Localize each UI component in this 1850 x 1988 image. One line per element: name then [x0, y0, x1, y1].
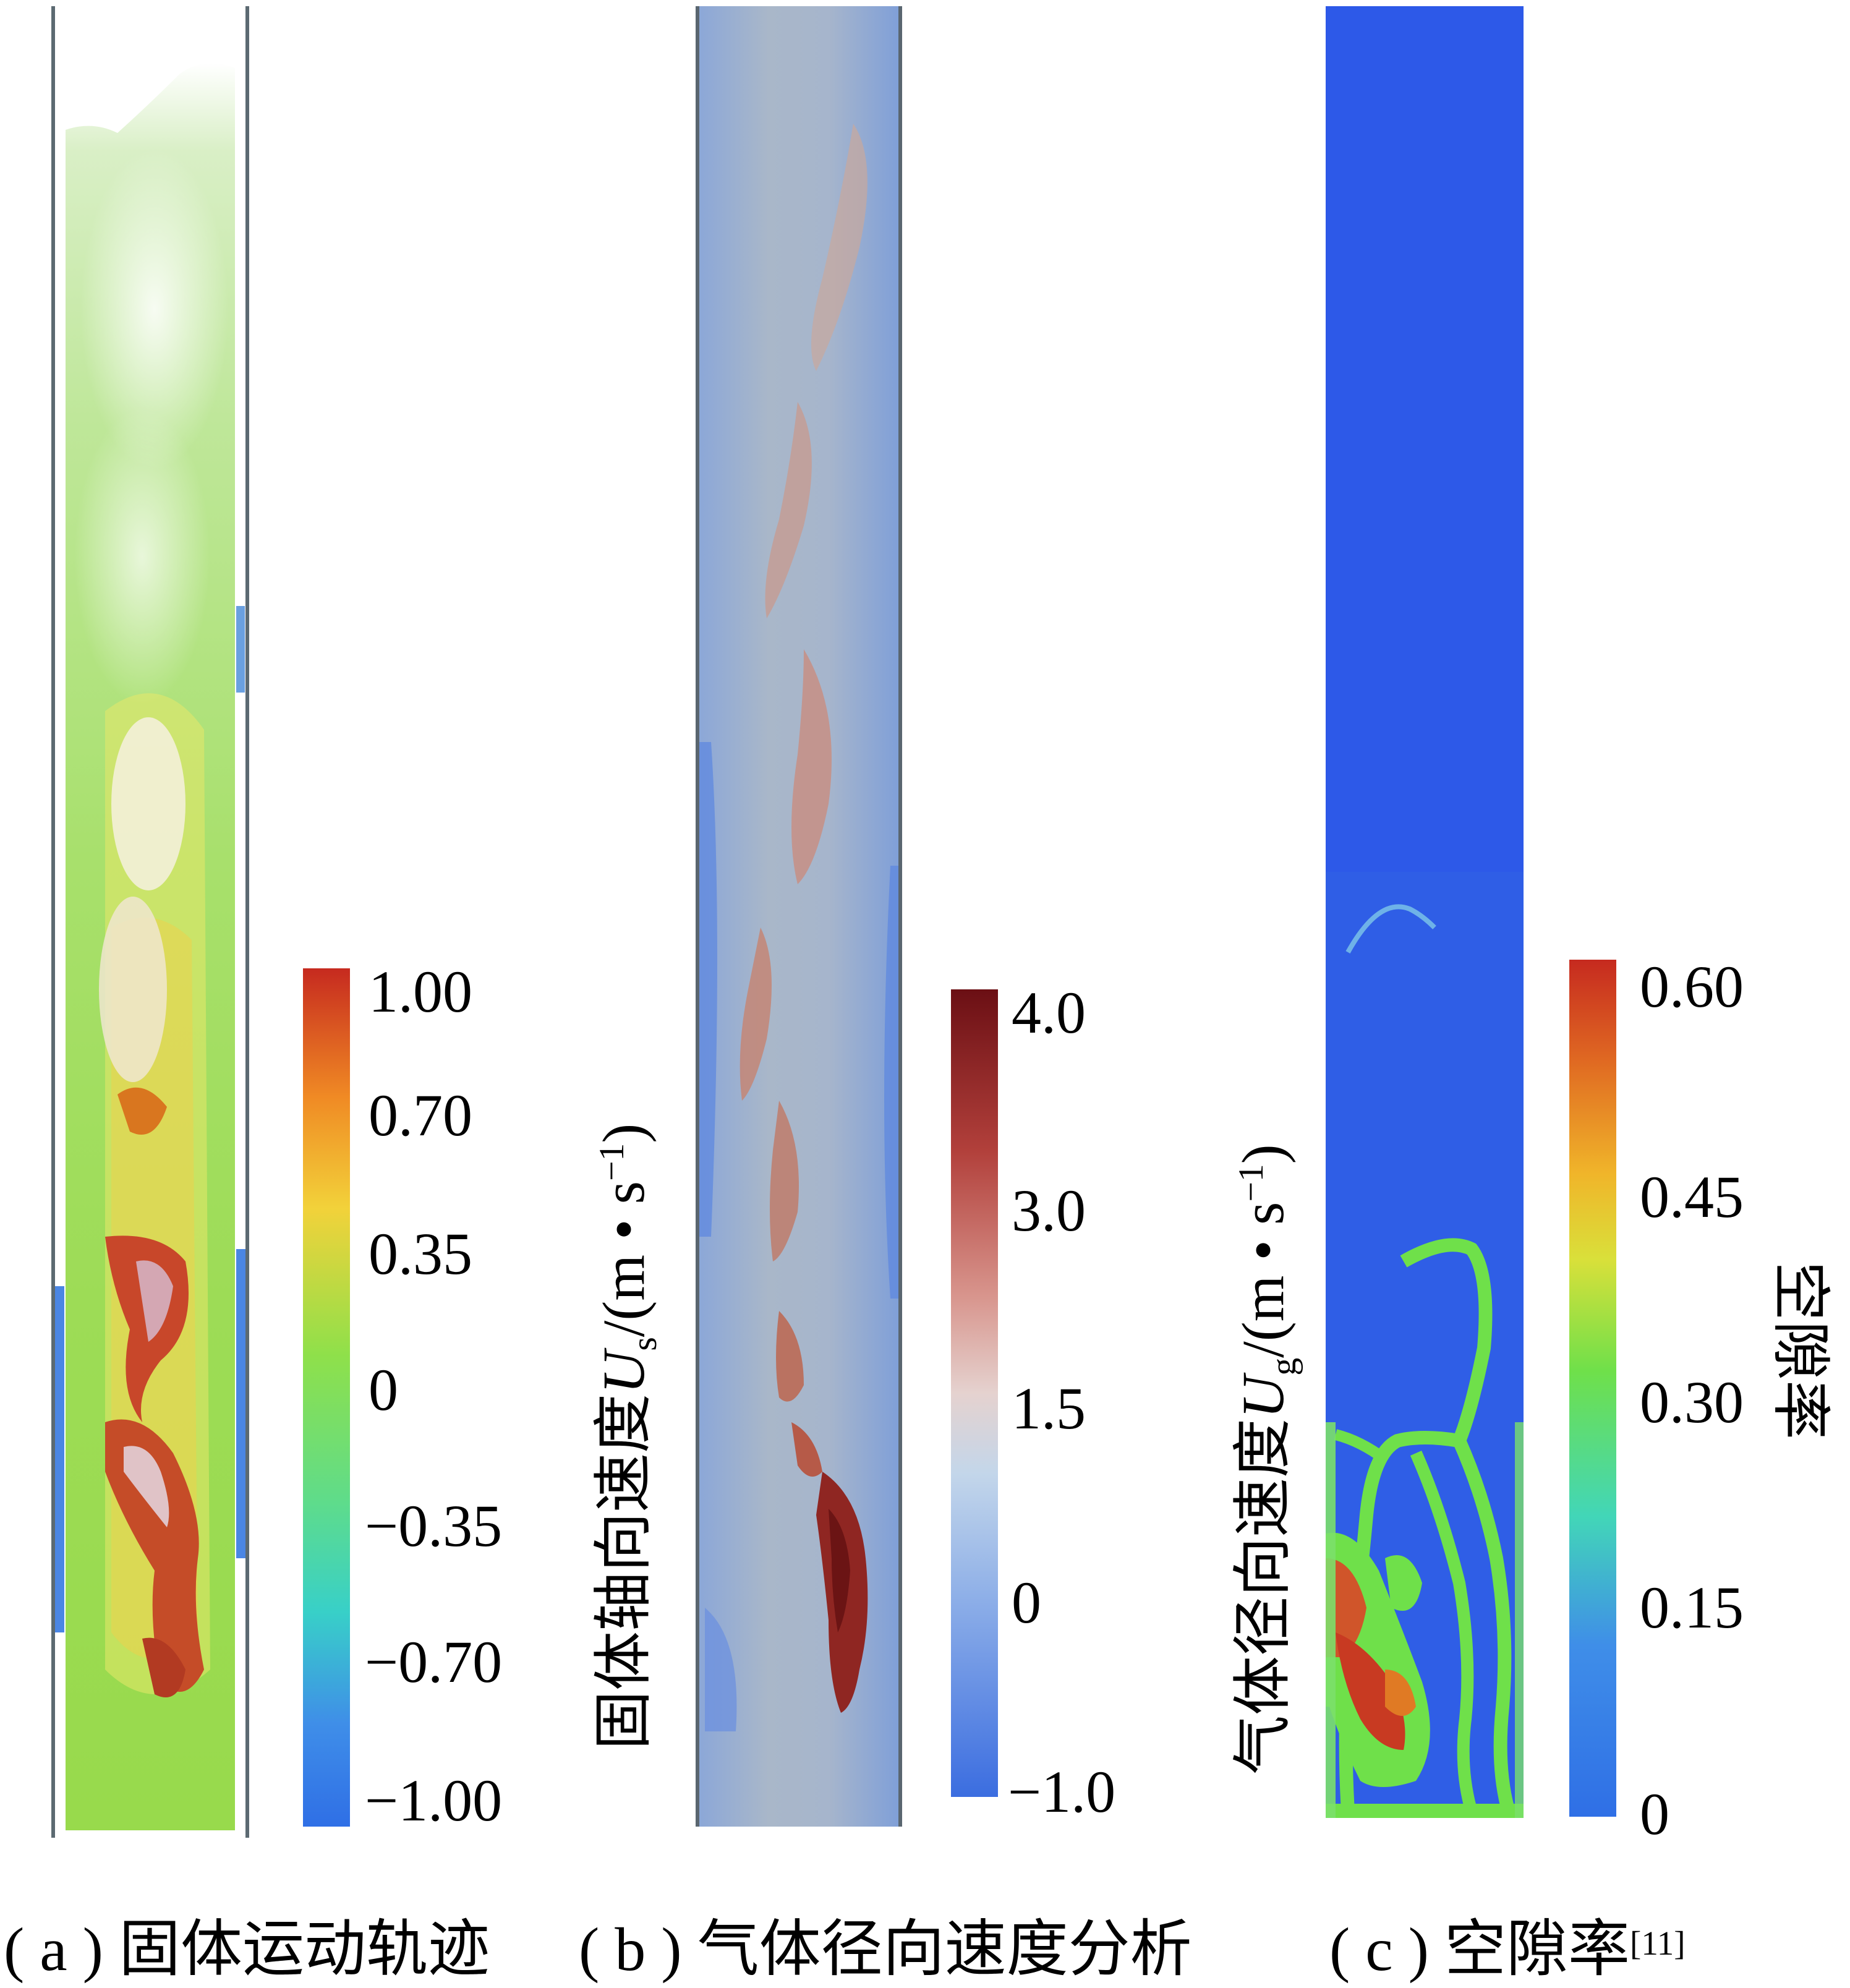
panel-a-tick: 0.35	[369, 1221, 472, 1287]
panel-a-contour	[51, 6, 249, 1838]
panel-c-tick: 0.45	[1640, 1164, 1744, 1230]
panel-a-tick: −1.00	[365, 1767, 503, 1833]
panel-c-caption-text: ( c ) 空隙率	[1329, 1915, 1630, 1984]
panel-b-tick: 3.0	[1012, 1177, 1086, 1244]
panel-c-caption-ref: [11]	[1630, 1924, 1686, 1962]
panel-a-caption: ( a ) 固体运动轨迹	[4, 1915, 490, 1984]
panel-b-colorbar	[951, 989, 998, 1797]
panel-c-tick: 0.60	[1640, 953, 1744, 1020]
panel-b-tick: 1.5	[1012, 1375, 1086, 1441]
panel-b-colorbar-title: 气体径向速度Ug/(m • s−1)	[1230, 1144, 1304, 1775]
panel-b-contour	[696, 6, 902, 1827]
panel-a-tick: −0.35	[365, 1493, 503, 1559]
panel-c-colorbar-title: 空隙率	[1767, 1261, 1833, 1440]
panel-c-contour	[1326, 6, 1524, 1818]
panel-c-tick: 0.30	[1640, 1369, 1744, 1435]
panel-a-colorbar-title: 固体轴向速度Us/(m • s−1)	[590, 1123, 665, 1750]
panel-c-tick: 0	[1640, 1781, 1669, 1847]
panel-a-tick: −0.70	[365, 1629, 503, 1695]
panel-b-caption: ( b ) 气体径向速度分析	[579, 1915, 1192, 1984]
panel-a-tick: 0.70	[369, 1082, 472, 1148]
panel-a-tick: 0	[369, 1357, 398, 1423]
panel-a-tick: 1.00	[369, 958, 472, 1025]
panel-a-colorbar	[303, 968, 350, 1827]
panel-b-tick: 4.0	[1012, 979, 1086, 1046]
panel-c-caption: ( c ) 空隙率[11]	[1329, 1898, 1686, 1988]
panel-b-tick: −1.0	[1008, 1759, 1116, 1825]
panel-c-tick: 0.15	[1640, 1574, 1744, 1640]
panel-b-tick: 0	[1012, 1569, 1041, 1636]
panel-c-colorbar	[1569, 960, 1616, 1817]
